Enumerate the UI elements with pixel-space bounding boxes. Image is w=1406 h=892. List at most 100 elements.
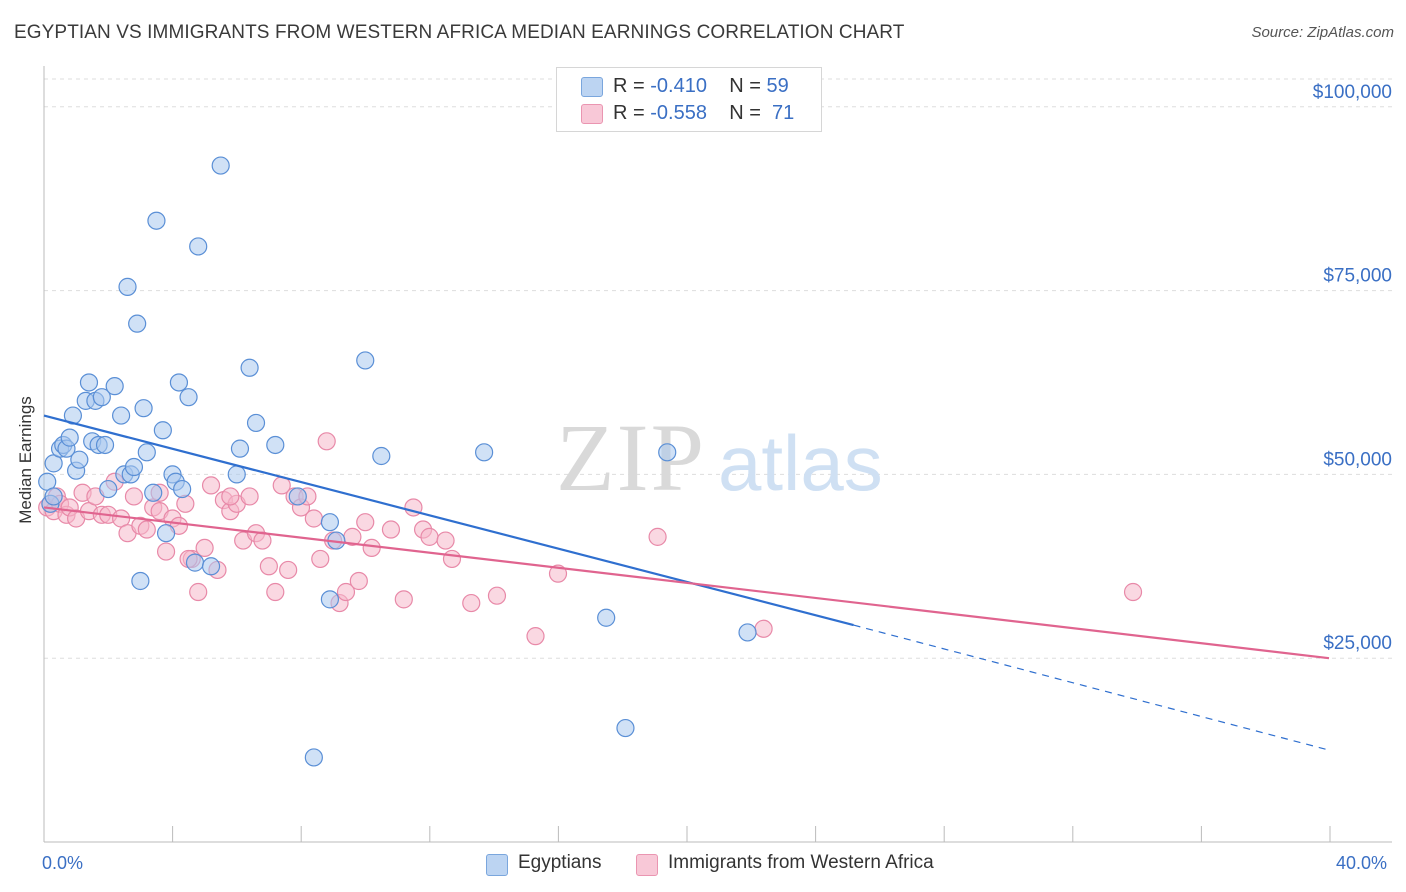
x-tick-label-max: 40.0% (1336, 853, 1388, 873)
western-africa-point (336, 582, 356, 602)
legend-swatch-blue (581, 77, 603, 97)
egyptians-trend-line (43, 414, 854, 627)
western-africa-point (394, 590, 413, 609)
egyptian-point (44, 487, 63, 506)
egyptian-point (60, 428, 79, 447)
western-africa-point (487, 586, 507, 605)
egyptian-point (179, 388, 198, 407)
watermark: ZIP atlas (556, 404, 883, 511)
western-africa-point (526, 627, 545, 646)
western-africa-trend-line (43, 506, 1330, 660)
egyptian-point (131, 571, 150, 591)
egyptian-point (185, 553, 205, 572)
western-africa-point (279, 560, 298, 580)
egyptian-point (320, 590, 340, 609)
axis-layer (43, 66, 1392, 843)
egyptian-point (124, 457, 144, 477)
egyptian-point (137, 443, 156, 462)
western-africa-point (356, 513, 375, 532)
egyptian-point (227, 465, 246, 484)
legend-n-label: N = (729, 102, 761, 124)
y-tick-label: $50,000 (1323, 449, 1392, 470)
egyptian-point (738, 623, 757, 642)
western-africa-point (195, 538, 214, 558)
egyptian-point (475, 443, 494, 462)
bottom-legend-swatch-pink (636, 854, 658, 876)
bottom-legend-label: Egyptians (518, 852, 602, 873)
western-africa-point (240, 487, 259, 506)
watermark-atlas: atlas (718, 419, 883, 507)
western-africa-point (124, 487, 144, 506)
egyptian-point (169, 373, 189, 392)
egyptian-point (79, 373, 99, 392)
western-africa-point (362, 538, 381, 558)
legend-n-value: 59 (766, 75, 789, 97)
legend-text-western-africa: R = -0.558 N = 71 (613, 102, 794, 125)
chart-source: Source: ZipAtlas.com (1251, 24, 1394, 41)
correlation-legend: R = -0.410 N = 59 R = -0.558 N = 71 (556, 67, 822, 132)
egyptian-point (153, 421, 172, 440)
legend-n-value: 71 (772, 102, 795, 124)
egyptian-point (128, 314, 147, 333)
egyptian-point (304, 748, 323, 767)
western-africa-point (754, 619, 773, 638)
western-africa-point (442, 549, 462, 569)
western-africa-point (189, 582, 208, 602)
legend-r-value: -0.558 (650, 102, 707, 124)
western-africa-point (304, 509, 323, 528)
western-africa-point (176, 494, 195, 513)
legend-n-label: N = (729, 75, 761, 97)
egyptian-point (246, 413, 266, 433)
western-africa-point (266, 582, 285, 602)
x-tick-label-min: 0.0% (42, 853, 84, 873)
egyptian-point (111, 406, 131, 425)
points-layer (38, 156, 1143, 767)
egyptian-point (372, 446, 391, 466)
western-africa-point (381, 520, 401, 539)
egyptian-point (356, 351, 375, 370)
western-africa-point (420, 527, 439, 546)
western-africa-point (349, 571, 368, 591)
y-tick-label: $25,000 (1323, 633, 1392, 654)
egyptian-point (118, 277, 137, 296)
egyptian-point (230, 439, 250, 458)
western-africa-point (221, 487, 240, 506)
egyptian-point (92, 388, 111, 407)
egyptian-point (211, 156, 230, 175)
legend-r-label: R = (613, 102, 645, 124)
egyptian-point (288, 487, 307, 506)
egyptian-point (70, 450, 89, 469)
y-tick-label: $100,000 (1313, 82, 1392, 103)
y-tick-labels: $25,000 $50,000 $75,000 $100,000 (1313, 82, 1392, 654)
legend-r-value: -0.410 (650, 75, 707, 97)
western-africa-point (548, 564, 568, 583)
egyptians-trend-extension (853, 624, 1330, 751)
legend-swatch-pink (581, 104, 603, 124)
egyptian-point (99, 479, 118, 499)
egyptian-point (616, 718, 635, 738)
egyptian-point (597, 608, 616, 627)
bottom-legend-swatch-blue (486, 854, 508, 876)
western-africa-point (201, 476, 221, 495)
watermark-zip: ZIP (556, 404, 706, 511)
western-africa-point (1123, 582, 1143, 602)
egyptian-point (658, 443, 677, 462)
western-africa-point (436, 531, 455, 550)
egyptian-point (173, 479, 192, 499)
egyptian-point (147, 211, 166, 230)
egyptian-point (134, 399, 153, 418)
legend-text-egyptians: R = -0.410 N = 59 (613, 75, 789, 98)
western-africa-point (462, 593, 481, 613)
western-africa-point (648, 527, 667, 546)
western-africa-point (156, 542, 176, 561)
egyptian-point (105, 377, 124, 396)
bottom-legend-label: Immigrants from Western Africa (668, 852, 934, 873)
western-africa-point (137, 520, 156, 539)
egyptian-point (144, 483, 163, 502)
egyptian-point (95, 435, 115, 455)
western-africa-point (311, 549, 330, 569)
y-tick-label: $75,000 (1323, 266, 1392, 287)
legend-r-label: R = (613, 75, 645, 97)
egyptian-point (320, 513, 340, 532)
